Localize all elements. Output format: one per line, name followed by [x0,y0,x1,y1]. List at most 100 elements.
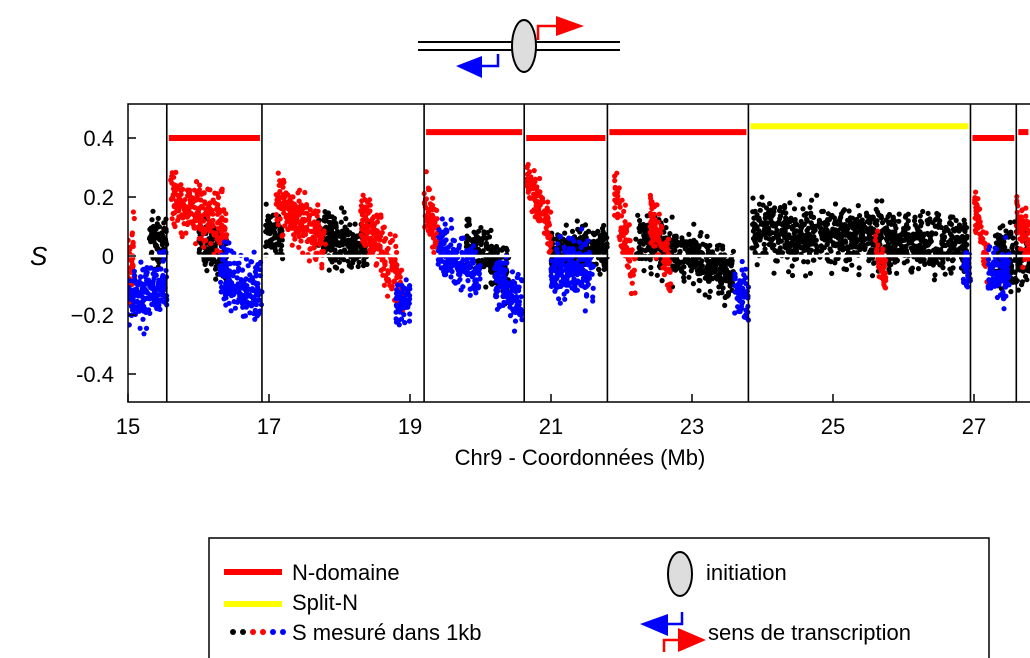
data-point [501,299,507,305]
data-point [531,168,537,174]
data-point [362,217,368,223]
data-point [637,217,643,224]
data-point [854,250,860,256]
data-point [488,227,494,233]
data-point [679,265,685,271]
data-point [757,207,763,213]
data-point [683,243,690,249]
data-point [507,301,513,307]
data-point [346,263,352,269]
data-point [718,275,724,281]
data-point [664,282,671,288]
data-point [460,235,466,241]
data-point [827,231,833,237]
data-point [1010,279,1016,285]
data-point [820,208,827,214]
data-point [331,215,337,221]
data-point [225,247,231,253]
data-point [224,272,230,278]
data-point [481,229,487,235]
data-point [295,219,302,225]
data-point [231,260,237,266]
data-point [304,238,310,245]
data-point [319,261,325,267]
data-point [533,203,539,209]
data-point [548,240,554,246]
data-point [476,271,482,277]
data-point [280,256,286,262]
data-point [893,225,899,231]
data-point [277,237,283,244]
data-point [131,215,137,222]
data-point [534,191,540,197]
data-point [473,266,479,272]
data-point [483,235,489,241]
data-point [612,191,618,197]
data-point [965,278,971,284]
data-point [150,208,156,214]
data-point [292,236,298,242]
data-point [298,238,304,244]
data-point [793,256,800,262]
data-point [722,302,728,308]
x-tick-label: 19 [398,414,422,439]
data-point [306,216,312,222]
data-point [612,184,618,190]
data-point [810,238,816,244]
data-point [436,227,442,233]
data-point [213,206,219,213]
data-point [559,272,565,278]
data-point [579,263,585,269]
data-point [641,232,647,238]
data-point [221,207,227,213]
data-point [858,227,864,233]
data-point [698,230,704,236]
data-point [587,262,593,268]
data-point [916,242,922,249]
data-point [187,197,193,203]
data-point [985,283,991,289]
data-point [774,227,780,233]
data-point [654,272,660,278]
data-point [1015,287,1022,293]
data-point [200,231,206,237]
data-point [128,284,132,290]
data-point [782,203,788,209]
data-point [301,216,307,222]
data-point [337,233,343,239]
x-tick-label: 15 [116,414,140,439]
data-point [805,243,811,249]
data-point [140,316,146,322]
data-point [953,217,959,224]
data-point [562,230,568,236]
data-point [637,228,643,235]
data-point [278,247,284,253]
data-point [427,201,433,207]
data-point [322,209,328,215]
data-point [619,197,625,203]
data-point [1019,207,1025,213]
data-point [332,247,338,253]
data-point [692,249,698,255]
data-point [128,246,133,252]
data-point [205,186,211,192]
data-point [568,280,574,286]
origin-ellipse-icon [511,19,537,73]
data-point [589,244,596,250]
data-point [892,238,898,244]
data-point [754,212,760,218]
data-point [296,233,302,240]
data-point [310,234,316,240]
data-point [905,211,911,217]
data-point [169,216,175,222]
data-point [874,222,880,228]
data-point [241,279,247,285]
data-point [457,276,463,283]
data-point [796,243,802,249]
data-point [209,259,216,265]
data-point [203,226,209,232]
data-point [975,213,982,219]
data-point [785,217,792,223]
data-point [554,246,560,252]
data-point [939,241,946,247]
